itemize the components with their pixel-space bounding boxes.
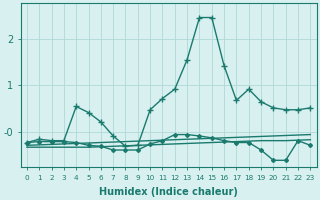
- X-axis label: Humidex (Indice chaleur): Humidex (Indice chaleur): [99, 187, 238, 197]
